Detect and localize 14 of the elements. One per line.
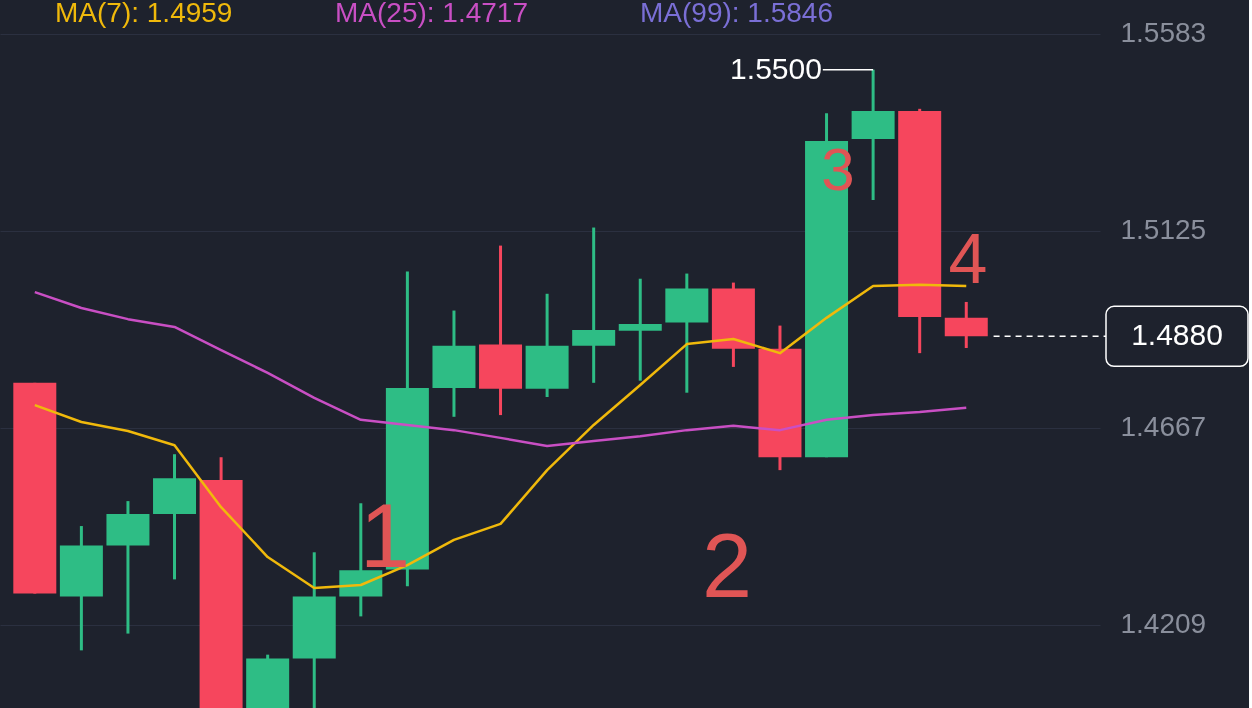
candlestick [572,227,616,383]
annotation: 2 [701,516,753,616]
ref-line-label: 1.4880 [1131,318,1223,352]
y-tick-label: 1.5583 [1120,17,1207,49]
candlestick [618,278,662,381]
y-tick-label: 1.4667 [1120,411,1207,443]
annotation: 1.5500 [730,51,822,85]
y-tick-label: 1.5125 [1120,214,1207,246]
text: MA(7): 1.4959 [55,0,233,28]
line-series [33,290,968,448]
y-tick-label: 1.4209 [1120,608,1207,640]
text: MA(25): 1.4717 [335,0,528,28]
annotation: 4 [948,220,988,298]
annotation: MA(99): 1.5846 [640,0,833,28]
